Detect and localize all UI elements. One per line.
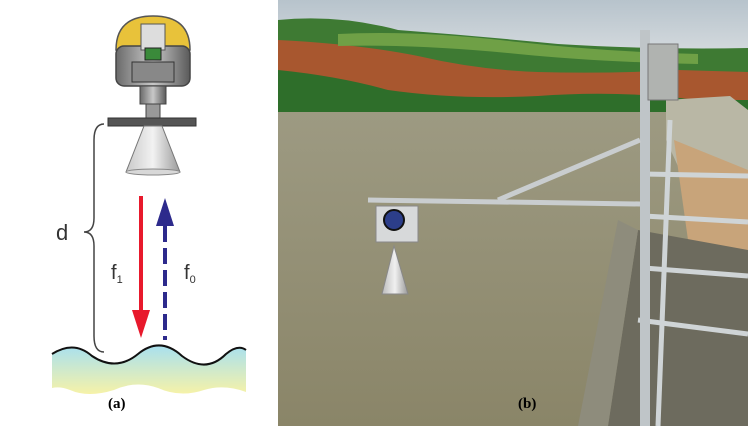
installation-photo-svg	[278, 0, 748, 426]
reflected-frequency-label: f1	[111, 262, 123, 286]
panel-a-caption: (a)	[108, 396, 126, 412]
installation-photo	[278, 0, 748, 426]
sensor-diagram-panel: d f1 f0	[0, 0, 276, 426]
distance-label: d	[56, 220, 69, 245]
emitted-wave-arrow	[156, 198, 174, 340]
emitted-frequency-label: f0	[184, 262, 196, 286]
sensor-diagram-svg	[51, 15, 247, 394]
distance-bracket	[83, 123, 105, 353]
emitted-frequency-subscript: 0	[189, 274, 196, 286]
water-surface	[52, 345, 246, 394]
radar-sensor-icon	[107, 15, 197, 176]
panel-b-caption: (b)	[518, 396, 537, 412]
reflected-frequency-subscript: 1	[116, 274, 123, 286]
reflected-wave-arrow	[132, 196, 150, 338]
